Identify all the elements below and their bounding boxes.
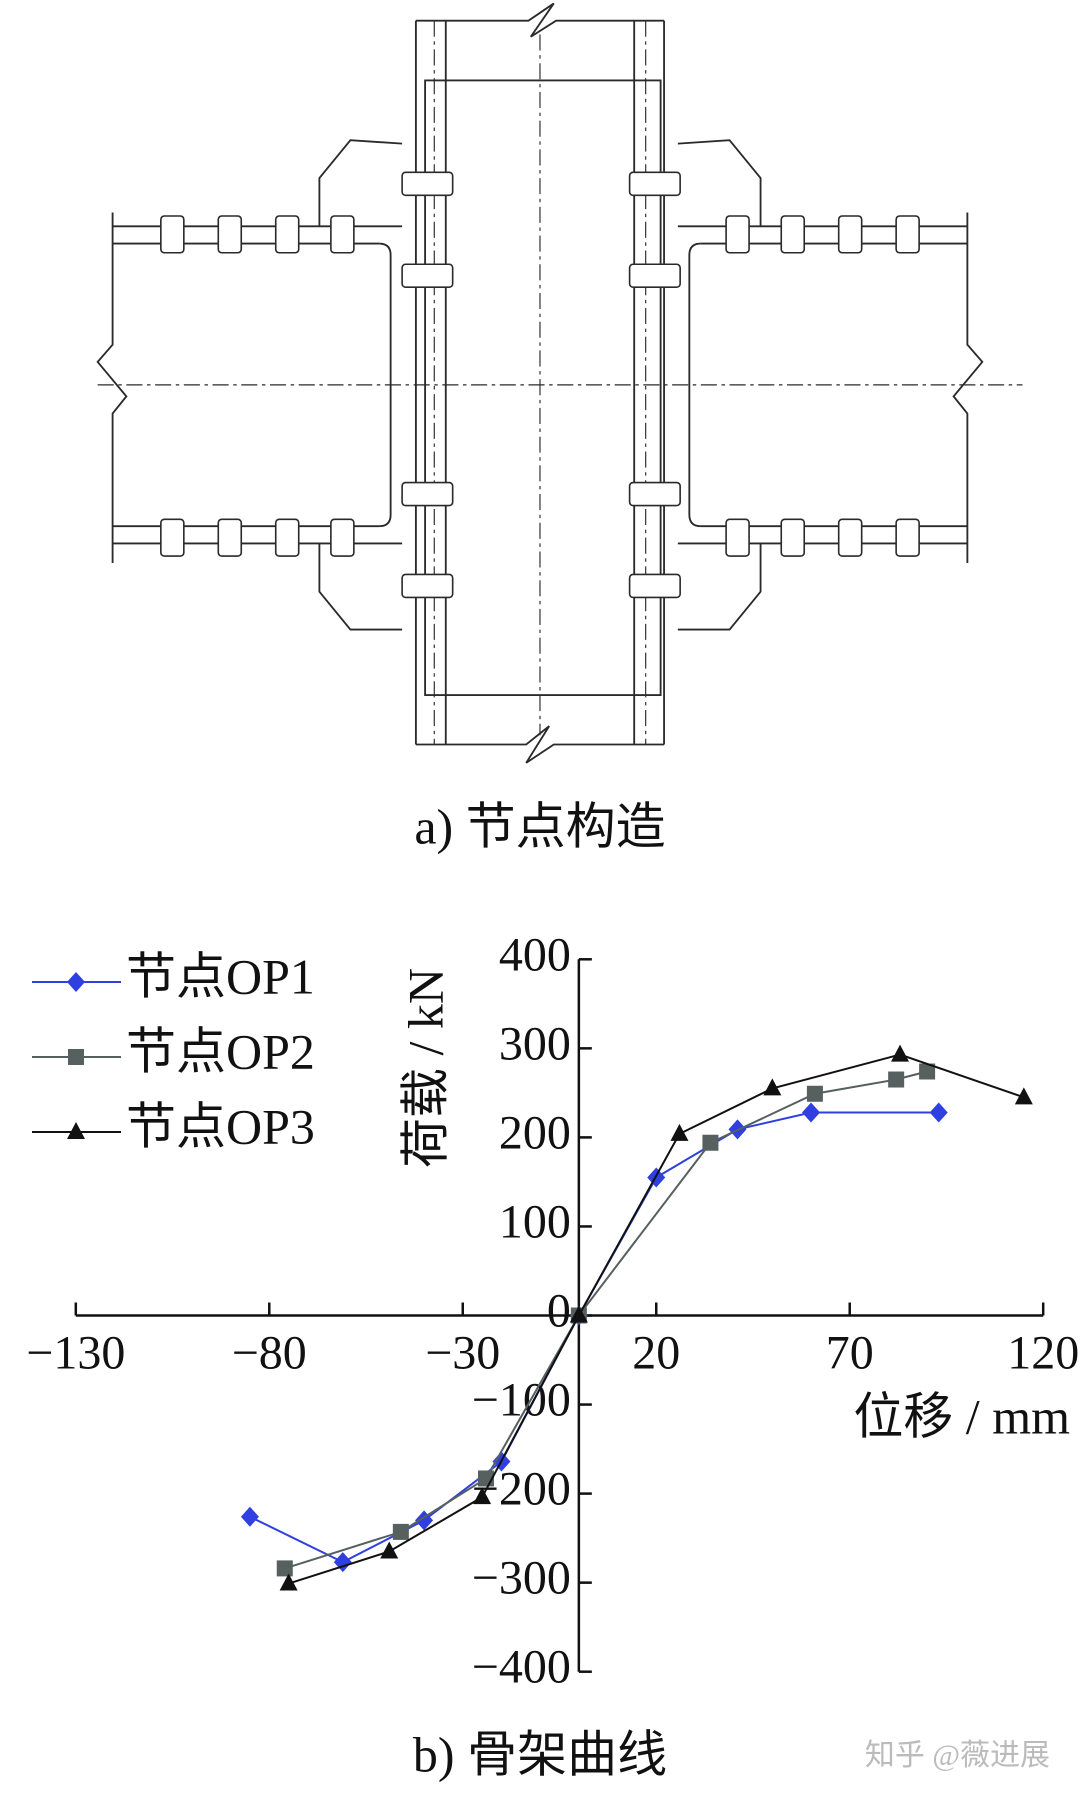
x-tick-label: −80	[232, 1327, 307, 1380]
y-tick-label: 0	[547, 1285, 571, 1338]
x-tick-label: 20	[632, 1327, 680, 1380]
marker	[1014, 1087, 1033, 1105]
x-axis-title: 位移 / mm	[853, 1388, 1070, 1444]
marker	[763, 1078, 782, 1096]
marker	[670, 1123, 689, 1141]
legend-label: 节点OP2	[126, 1023, 315, 1079]
diagram-caption: a) 节点构造	[414, 798, 665, 854]
marker	[929, 1102, 948, 1123]
x-tick-label: −30	[425, 1327, 500, 1380]
marker	[702, 1134, 719, 1151]
marker	[279, 1573, 298, 1591]
marker	[888, 1071, 905, 1088]
y-tick-label: −400	[472, 1641, 571, 1694]
series-line	[284, 1070, 928, 1570]
legend-label: 节点OP1	[126, 948, 315, 1004]
marker	[392, 1523, 409, 1540]
marker	[569, 1305, 588, 1323]
joint-diagram	[96, 2, 1023, 764]
marker	[919, 1063, 936, 1080]
x-tick-label: 120	[1007, 1327, 1079, 1380]
marker	[806, 1085, 823, 1102]
marker	[891, 1044, 910, 1062]
marker	[380, 1541, 399, 1559]
y-tick-label: 300	[499, 1017, 571, 1070]
watermark: 知乎 @薇进展	[865, 1739, 1050, 1772]
marker	[276, 1560, 293, 1577]
x-tick-label: −130	[26, 1327, 125, 1380]
marker	[473, 1487, 492, 1505]
y-axis-title: 荷载 / kN	[397, 968, 453, 1168]
y-tick-label: 100	[499, 1195, 571, 1248]
marker	[802, 1102, 821, 1123]
y-tick-label: 400	[499, 928, 571, 981]
y-tick-label: −100	[472, 1374, 571, 1427]
chart-caption: b) 骨架曲线	[413, 1726, 667, 1782]
y-tick-label: −300	[472, 1552, 571, 1605]
series-line	[288, 1053, 1025, 1585]
marker	[67, 1122, 85, 1139]
marker	[240, 1506, 259, 1527]
legend-label: 节点OP3	[126, 1098, 315, 1154]
x-tick-label: 70	[826, 1327, 874, 1380]
y-tick-label: 200	[499, 1106, 571, 1159]
marker	[68, 1049, 84, 1065]
marker	[67, 972, 85, 992]
